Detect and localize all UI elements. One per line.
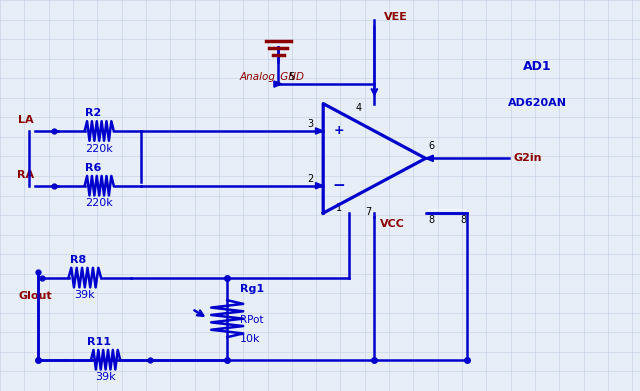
Text: R6: R6 bbox=[84, 163, 101, 173]
Text: +: + bbox=[334, 124, 344, 138]
Text: 39k: 39k bbox=[95, 372, 116, 382]
Text: R2: R2 bbox=[84, 108, 101, 118]
Text: 5: 5 bbox=[288, 72, 294, 82]
Text: 1: 1 bbox=[336, 203, 342, 213]
Text: G2in: G2in bbox=[514, 153, 543, 163]
Text: VEE: VEE bbox=[384, 12, 408, 22]
Text: VCC: VCC bbox=[380, 219, 404, 229]
Polygon shape bbox=[316, 128, 323, 134]
Text: 8: 8 bbox=[461, 215, 467, 225]
Text: Analog_GND: Analog_GND bbox=[239, 71, 305, 82]
Text: 39k: 39k bbox=[74, 290, 95, 300]
Text: AD1: AD1 bbox=[524, 60, 552, 74]
Polygon shape bbox=[426, 155, 433, 161]
Text: Rg1: Rg1 bbox=[240, 284, 264, 294]
Text: −: − bbox=[333, 178, 346, 193]
Text: 7: 7 bbox=[365, 207, 371, 217]
Text: 4: 4 bbox=[355, 102, 362, 113]
Text: 220k: 220k bbox=[85, 198, 113, 208]
Text: 3: 3 bbox=[307, 119, 314, 129]
Text: RA: RA bbox=[17, 170, 34, 180]
Text: Glout: Glout bbox=[19, 291, 52, 301]
Text: 6: 6 bbox=[429, 141, 435, 151]
Text: R8: R8 bbox=[70, 255, 86, 265]
Polygon shape bbox=[316, 183, 323, 189]
Text: 220k: 220k bbox=[85, 143, 113, 154]
Text: 8: 8 bbox=[429, 215, 435, 225]
Text: 2: 2 bbox=[307, 174, 314, 184]
Polygon shape bbox=[274, 81, 282, 87]
Text: AD620AN: AD620AN bbox=[508, 98, 567, 108]
Text: LA: LA bbox=[18, 115, 33, 125]
Text: R11: R11 bbox=[87, 337, 111, 347]
Text: 10k: 10k bbox=[240, 334, 260, 344]
Text: RPot: RPot bbox=[240, 315, 264, 325]
